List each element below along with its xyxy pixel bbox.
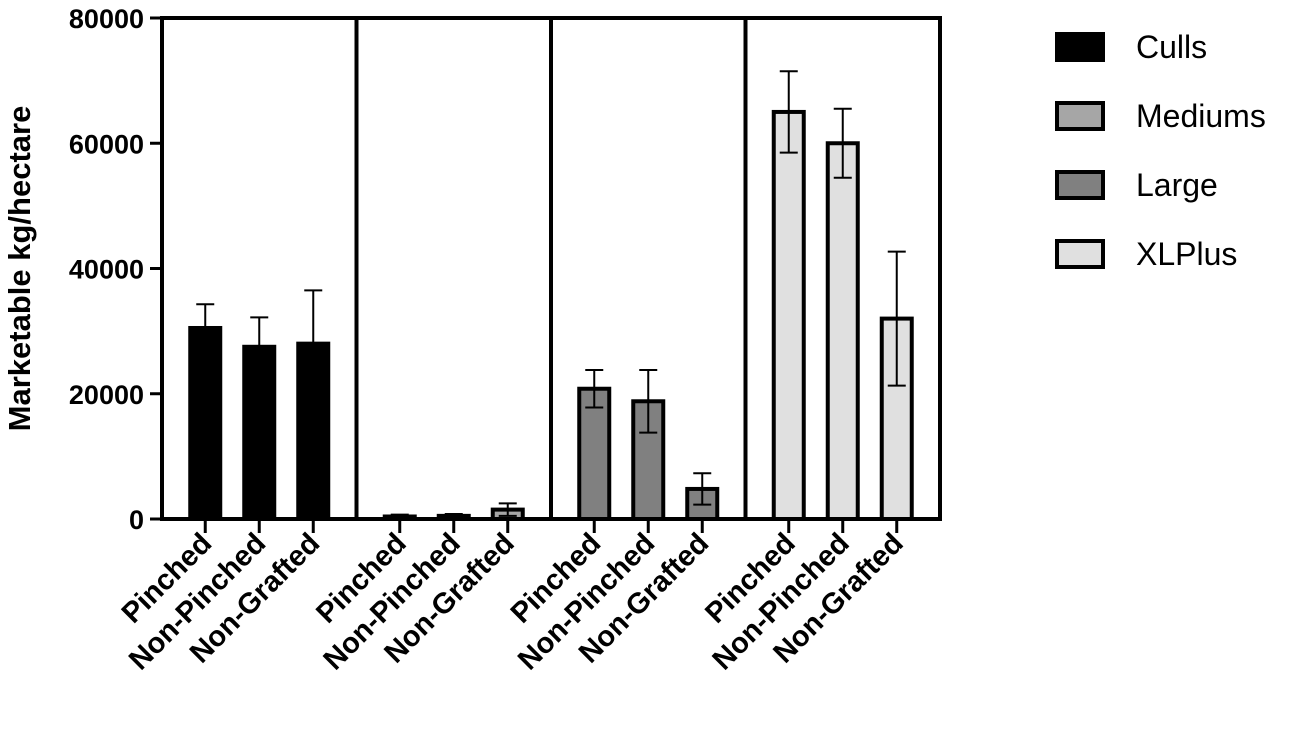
legend-item-culls: Culls bbox=[1055, 29, 1207, 65]
bar-xlplus-non-pinched bbox=[825, 141, 860, 521]
error-bar-xlplus-non-pinched bbox=[833, 107, 852, 179]
x-axis: PinchedNon-PinchedNon-GraftedPinchedNon-… bbox=[116, 519, 910, 676]
plot-frame bbox=[160, 16, 942, 521]
error-bar-mediums-non-grafted bbox=[498, 502, 517, 517]
legend-label: Mediums bbox=[1136, 98, 1266, 134]
error-bar-large-non-pinched bbox=[639, 368, 658, 434]
legend-swatch bbox=[1055, 239, 1105, 269]
legend-swatch bbox=[1055, 32, 1105, 62]
legend-item-mediums: Mediums bbox=[1055, 98, 1266, 134]
error-bar-xlplus-non-grafted bbox=[887, 250, 906, 387]
bar-xlplus-pinched bbox=[771, 109, 806, 521]
legend-swatch bbox=[1055, 170, 1105, 200]
legend: Culls Mediums Large XLPlus bbox=[1055, 29, 1266, 272]
legend-item-xlplus: XLPlus bbox=[1055, 236, 1237, 272]
error-bar-culls-non-grafted bbox=[304, 289, 323, 398]
y-tick-label: 40000 bbox=[69, 255, 144, 285]
error-bar-culls-non-pinched bbox=[250, 316, 269, 378]
y-tick-label: 60000 bbox=[69, 129, 144, 159]
legend-label: XLPlus bbox=[1136, 236, 1237, 272]
y-tick-label: 0 bbox=[129, 505, 144, 535]
y-tick-label: 20000 bbox=[69, 380, 144, 410]
y-axis-label: Marketable kg/hectare bbox=[2, 106, 37, 432]
error-bar-xlplus-pinched bbox=[779, 70, 798, 154]
bar-large-pinched bbox=[577, 386, 612, 521]
error-bar-large-non-grafted bbox=[693, 472, 712, 506]
y-axis: 0 20000 40000 60000 80000 bbox=[69, 4, 162, 535]
legend-item-large: Large bbox=[1055, 167, 1218, 203]
legend-label: Culls bbox=[1136, 29, 1207, 65]
bar-culls-pinched bbox=[188, 325, 223, 521]
legend-swatch bbox=[1055, 101, 1105, 131]
legend-label: Large bbox=[1136, 167, 1218, 203]
error-bar-large-pinched bbox=[585, 368, 604, 409]
error-bar-culls-pinched bbox=[196, 303, 215, 353]
y-tick-label: 80000 bbox=[69, 4, 144, 34]
